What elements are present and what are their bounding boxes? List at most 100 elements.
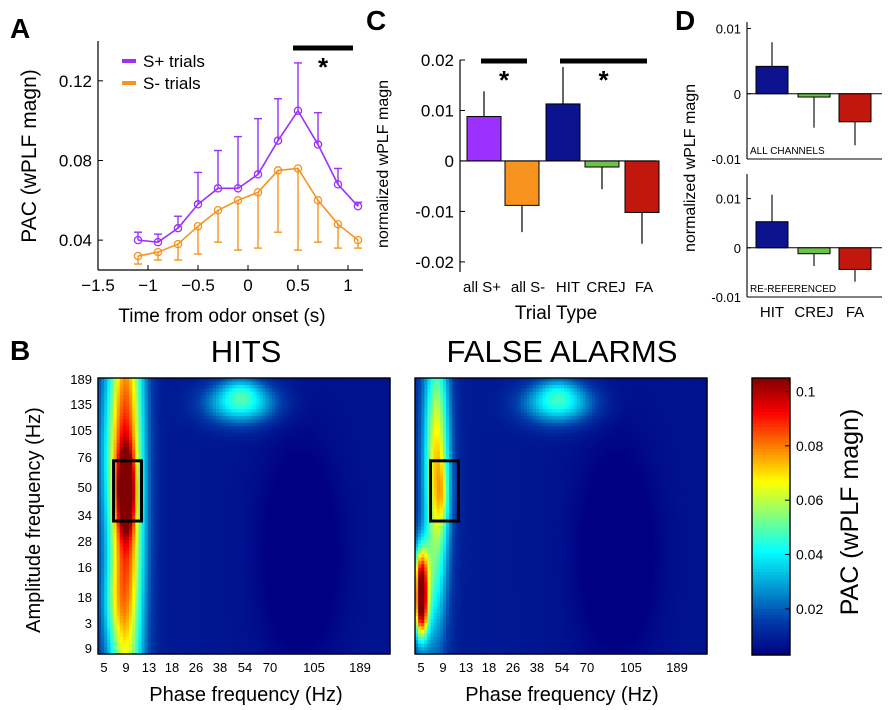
heatmap-cell bbox=[334, 464, 338, 469]
heatmap-cell bbox=[377, 526, 382, 531]
heatmap-cell bbox=[287, 450, 292, 455]
heatmap-cell bbox=[101, 491, 105, 496]
heatmap-cell bbox=[303, 478, 307, 483]
heatmap-cell bbox=[203, 522, 208, 527]
heatmap-cell bbox=[113, 415, 118, 420]
heatmap-cell bbox=[194, 402, 199, 407]
heatmap-cell bbox=[327, 443, 332, 448]
heatmap-cell bbox=[206, 478, 211, 483]
heatmap-cell bbox=[293, 547, 298, 552]
heatmap-cell bbox=[234, 398, 239, 403]
heatmap-cell bbox=[346, 526, 351, 531]
heatmap-cell bbox=[169, 488, 174, 493]
heatmap-cell bbox=[268, 415, 273, 420]
heatmap-cell bbox=[374, 402, 379, 407]
heatmap-cell bbox=[327, 484, 332, 489]
panel-c-x-tick-label: CREJ bbox=[586, 279, 625, 296]
heatmap-cell bbox=[234, 543, 239, 548]
heatmap-cell bbox=[306, 422, 310, 427]
heatmap-cell bbox=[228, 550, 233, 555]
heatmap-cell bbox=[119, 512, 124, 517]
heatmap-cell bbox=[352, 457, 357, 462]
heatmap-cell bbox=[253, 378, 258, 383]
heatmap-cell bbox=[122, 481, 127, 486]
heatmap-cell bbox=[219, 464, 223, 469]
heatmap-cell bbox=[362, 478, 366, 483]
heatmap-cell bbox=[157, 388, 161, 393]
heatmap-cell bbox=[330, 443, 335, 448]
heatmap-cell bbox=[166, 481, 171, 486]
heatmap-cell bbox=[222, 543, 226, 548]
heatmap-cell bbox=[160, 426, 164, 431]
heatmap-cell bbox=[135, 488, 139, 493]
heatmap-cell bbox=[337, 478, 341, 483]
heatmap-cell bbox=[141, 474, 146, 479]
heatmap-cell bbox=[219, 395, 223, 400]
heatmap-cell bbox=[188, 450, 192, 455]
heatmap-cell bbox=[132, 491, 136, 496]
heatmap-cell bbox=[262, 398, 267, 403]
heatmap-cell bbox=[181, 422, 186, 427]
heatmap-cell bbox=[234, 460, 239, 465]
heatmap-cell bbox=[119, 412, 124, 417]
heatmap-cell bbox=[306, 502, 310, 507]
heatmap-cell bbox=[253, 512, 258, 517]
heatmap-cell bbox=[116, 388, 121, 393]
heatmap-cell bbox=[259, 395, 264, 400]
heatmap-cell bbox=[132, 443, 136, 448]
heatmap-cell bbox=[337, 516, 341, 521]
heatmap-cell bbox=[188, 526, 192, 531]
heatmap-cell bbox=[324, 526, 329, 531]
heatmap-cell bbox=[191, 402, 195, 407]
heatmap-cell bbox=[337, 378, 341, 383]
heatmap-cell bbox=[119, 526, 124, 531]
heatmap-cell bbox=[234, 540, 239, 545]
heatmap-cell bbox=[259, 529, 264, 534]
heatmap-cell bbox=[178, 519, 183, 524]
heatmap-cell bbox=[284, 426, 289, 431]
heatmap-cell bbox=[101, 533, 105, 538]
heatmap-cell bbox=[122, 464, 127, 469]
heatmap-cell bbox=[312, 429, 317, 434]
heatmap-cell bbox=[309, 519, 313, 524]
heatmap-cell bbox=[377, 488, 382, 493]
heatmap-cell bbox=[299, 474, 304, 479]
heatmap-cell bbox=[318, 381, 323, 386]
heatmap-cell bbox=[191, 550, 195, 555]
heatmap-cell bbox=[129, 464, 133, 469]
heatmap-cell bbox=[271, 436, 276, 441]
heatmap-cell bbox=[125, 536, 130, 541]
heatmap-cell bbox=[377, 512, 382, 517]
heatmap-cell bbox=[352, 398, 357, 403]
heatmap-cell bbox=[312, 550, 317, 555]
heatmap-cell bbox=[290, 433, 295, 438]
heatmap-cell bbox=[281, 516, 285, 521]
heatmap-cell bbox=[116, 491, 121, 496]
heatmap-cell bbox=[244, 533, 248, 538]
heatmap-cell bbox=[324, 519, 329, 524]
heatmap-cell bbox=[383, 429, 388, 434]
heatmap-cell bbox=[327, 540, 332, 545]
heatmap-cell bbox=[293, 388, 298, 393]
heatmap-cell bbox=[337, 412, 341, 417]
heatmap-cell bbox=[107, 447, 112, 452]
heatmap-cell bbox=[358, 495, 363, 500]
heatmap-cell bbox=[296, 436, 301, 441]
heatmap-cell bbox=[383, 529, 388, 534]
heatmap-cell bbox=[157, 447, 161, 452]
heatmap-cell bbox=[330, 384, 335, 389]
heatmap-cell bbox=[160, 447, 164, 452]
heatmap-cell bbox=[259, 471, 264, 476]
heatmap-cell bbox=[365, 488, 369, 493]
heatmap-cell bbox=[358, 391, 363, 396]
heatmap-cell bbox=[368, 457, 372, 462]
heatmap-cell bbox=[157, 426, 161, 431]
heatmap-cell bbox=[303, 498, 307, 503]
heatmap-cell bbox=[371, 457, 376, 462]
heatmap-cell bbox=[324, 481, 329, 486]
heatmap-cell bbox=[141, 529, 146, 534]
heatmap-cell bbox=[343, 547, 348, 552]
heatmap-cell bbox=[240, 381, 245, 386]
heatmap-cell bbox=[253, 529, 258, 534]
heatmap-cell bbox=[293, 412, 298, 417]
